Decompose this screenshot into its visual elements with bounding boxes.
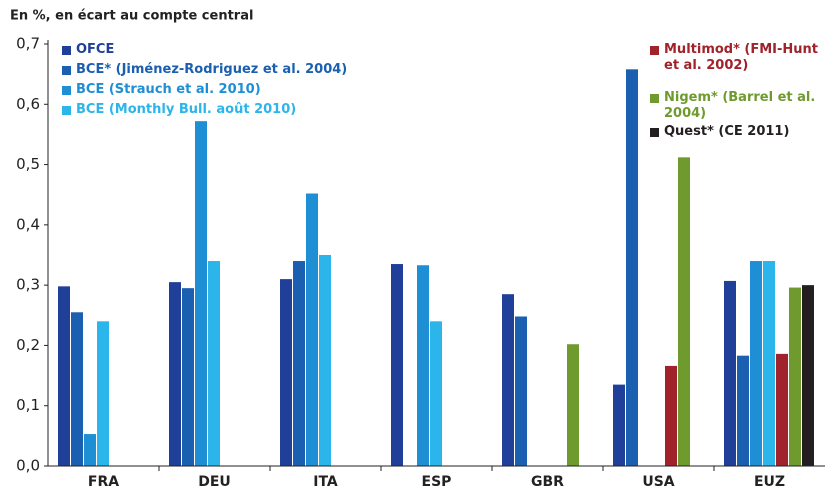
legend-label: BCE (Monthly Bull. août 2010) (76, 102, 297, 117)
bar (724, 280, 736, 466)
bar (789, 287, 801, 466)
legend-label: Quest* (CE 2011) (664, 124, 790, 139)
x-tick-label: ESP (422, 474, 452, 490)
bar (208, 261, 220, 466)
bar (750, 261, 762, 466)
legend-item: Nigem* (Barrel et al. 2004) (650, 90, 825, 122)
bar (763, 261, 775, 466)
bar (502, 294, 514, 466)
y-tick-label: 0,5 (16, 155, 40, 173)
bar (71, 312, 83, 466)
legend-item: BCE (Strauch et al. 2010) (62, 82, 392, 98)
legend-item: Quest* (CE 2011) (650, 124, 825, 140)
legend-item: BCE* (Jiménez-Rodriguez et al. 2004) (62, 62, 392, 78)
bar (319, 255, 331, 466)
bar (430, 321, 442, 466)
legend-label: BCE (Strauch et al. 2010) (76, 82, 261, 97)
x-tick-label: GBR (531, 474, 564, 490)
y-tick-label: 0,1 (16, 396, 40, 414)
bar (776, 353, 788, 466)
bar (306, 193, 318, 466)
bar (58, 286, 70, 466)
legend-label: OFCE (76, 42, 115, 57)
bar (802, 285, 814, 466)
bar (169, 282, 181, 466)
bar (417, 265, 429, 466)
legend-swatch (62, 46, 71, 55)
bar (678, 157, 690, 466)
x-tick-label: USA (642, 474, 674, 490)
legend-swatch (62, 106, 71, 115)
y-tick-label: 0,2 (16, 336, 40, 354)
y-tick-label: 0,6 (16, 95, 40, 113)
bar (737, 355, 749, 466)
bar (293, 261, 305, 466)
bar (182, 288, 194, 466)
legend-label: Nigem* (Barrel et al. 2004) (664, 90, 816, 121)
x-tick-label: DEU (198, 474, 231, 490)
bar (626, 69, 638, 466)
x-tick-label: EUZ (754, 474, 785, 490)
y-tick-label: 0,7 (16, 35, 40, 53)
bar (613, 384, 625, 466)
bar (195, 121, 207, 466)
bar (567, 344, 579, 466)
legend-swatch (650, 94, 659, 103)
legend-item: OFCE (62, 42, 392, 58)
y-tick-label: 0,3 (16, 276, 40, 294)
bar (665, 365, 677, 466)
bar (280, 279, 292, 466)
x-tick-label: FRA (88, 474, 119, 490)
bar (97, 321, 109, 466)
legend-item: Multimod* (FMI-Hunt et al. 2002) (650, 42, 820, 74)
legend-item: BCE (Monthly Bull. août 2010) (62, 102, 392, 118)
bar (391, 264, 403, 466)
legend-swatch (650, 128, 659, 137)
y-tick-label: 0,0 (16, 457, 40, 475)
bar (84, 434, 96, 466)
y-tick-label: 0,4 (16, 215, 40, 233)
legend-label: Multimod* (FMI-Hunt et al. 2002) (664, 42, 819, 73)
legend-swatch (62, 66, 71, 75)
x-tick-label: ITA (313, 474, 338, 490)
bar (515, 316, 527, 466)
legend-swatch (650, 46, 659, 55)
legend-label: BCE* (Jiménez-Rodriguez et al. 2004) (76, 62, 348, 77)
chart-title: En %, en écart au compte central (10, 9, 253, 24)
legend-swatch (62, 86, 71, 95)
